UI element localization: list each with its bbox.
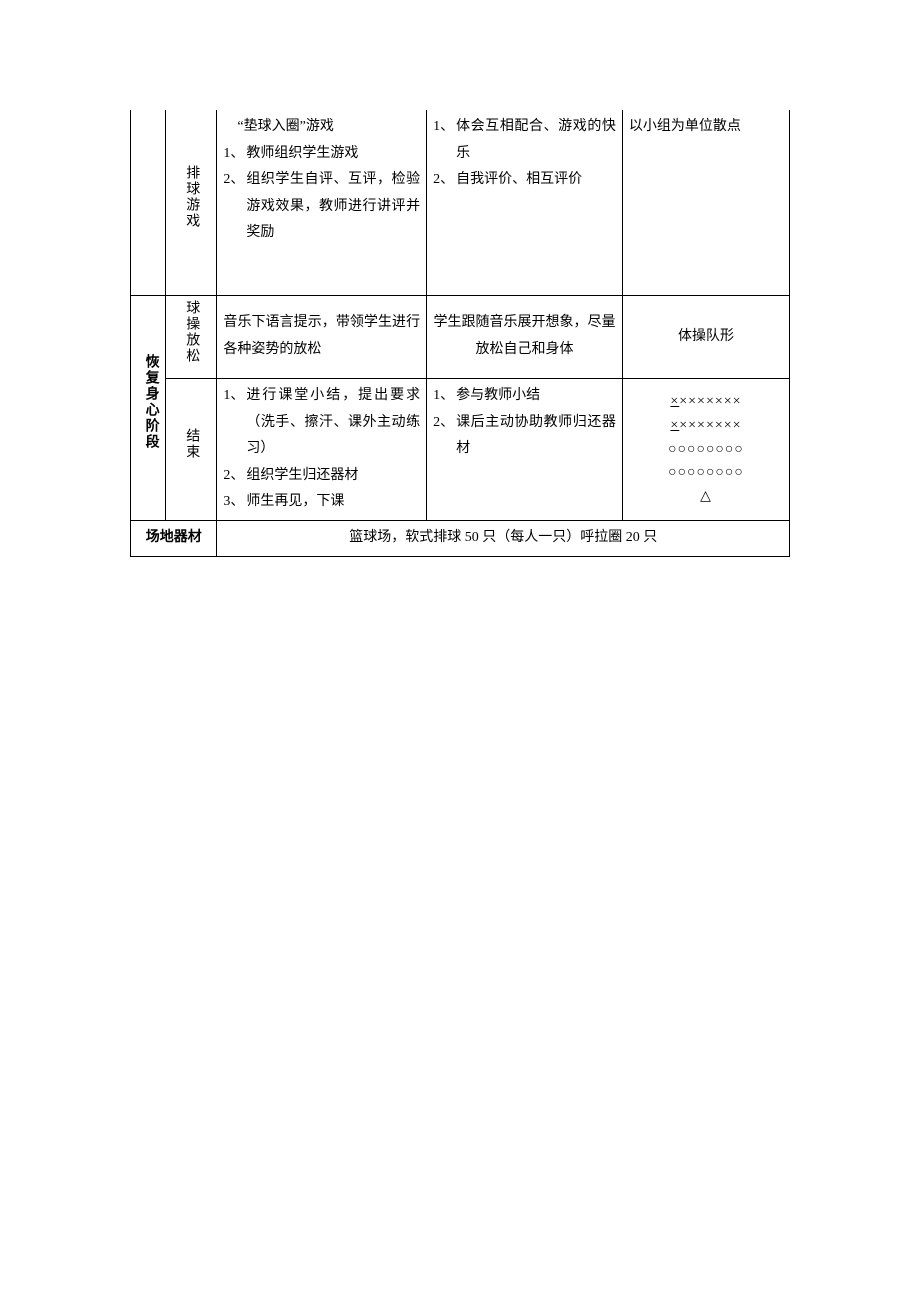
list-text: 组织学生归还器材 xyxy=(246,463,420,490)
list-text: 课后主动协助教师归还器材 xyxy=(456,410,616,463)
stage-cell: 恢复身心阶段 xyxy=(131,295,166,521)
formation-cell: ×××××××× ×××××××× ○○○○○○○○ ○○○○○○○○ △ xyxy=(622,379,789,521)
formation-line: ×××××××× xyxy=(629,414,783,438)
formation-text: 以小组为单位散点 xyxy=(629,119,741,134)
list-text: 组织学生自评、互评，检验游戏效果，教师进行讲评并奖励 xyxy=(246,167,420,247)
table-row: 结束 1、 进行课堂小结，提出要求（洗手、擦汗、课外主动练习） 2、 组织学生归… xyxy=(131,379,790,521)
list-text: 参与教师小结 xyxy=(456,383,616,410)
formation-cell: 以小组为单位散点 xyxy=(622,110,789,295)
formation-text: 体操队形 xyxy=(678,329,734,344)
content-label: 球操放松 xyxy=(178,300,205,364)
list-text: 体会互相配合、游戏的快乐 xyxy=(456,114,616,167)
formation-line: ○○○○○○○○ xyxy=(629,461,783,485)
list-text: 师生再见，下课 xyxy=(246,489,420,516)
lesson-plan-table: 排球游戏 “垫球入圈”游戏 1、 教师组织学生游戏 2、 组织学生自评、互评，检… xyxy=(130,110,790,557)
list-num: 1、 xyxy=(433,383,454,410)
formation-line: ×××××××× xyxy=(629,390,783,414)
equipment-label-cell: 场地器材 xyxy=(131,521,217,557)
table-row: 排球游戏 “垫球入圈”游戏 1、 教师组织学生游戏 2、 组织学生自评、互评，检… xyxy=(131,110,790,295)
student-cell: 学生跟随音乐展开想象，尽量放松自己和身体 xyxy=(427,295,623,379)
teacher-intro: “垫球入圈”游戏 xyxy=(223,114,420,141)
list-item: 2、 组织学生自评、互评，检验游戏效果，教师进行讲评并奖励 xyxy=(223,167,420,247)
content-cell: 结束 xyxy=(165,379,217,521)
equipment-value: 篮球场，软式排球 50 只（每人一只）呼拉圈 20 只 xyxy=(349,530,657,545)
list-num: 1、 xyxy=(223,141,244,168)
list-text: 自我评价、相互评价 xyxy=(456,167,616,194)
table-row: 场地器材 篮球场，软式排球 50 只（每人一只）呼拉圈 20 只 xyxy=(131,521,790,557)
content-cell: 球操放松 xyxy=(165,295,217,379)
teacher-cell: 音乐下语言提示，带领学生进行各种姿势的放松 xyxy=(217,295,427,379)
list-item: 2、 组织学生归还器材 xyxy=(223,463,420,490)
formation-line: ○○○○○○○○ xyxy=(629,438,783,462)
content-label: 结束 xyxy=(178,428,205,460)
stage-label: 恢复身心阶段 xyxy=(137,354,164,450)
list-num: 1、 xyxy=(433,114,454,141)
content-label: 排球游戏 xyxy=(178,165,205,229)
list-num: 2、 xyxy=(433,167,454,194)
student-cell: 1、 体会互相配合、游戏的快乐 2、 自我评价、相互评价 xyxy=(427,110,623,295)
student-text: 学生跟随音乐展开想象，尽量放松自己和身体 xyxy=(434,315,616,357)
teacher-cell: “垫球入圈”游戏 1、 教师组织学生游戏 2、 组织学生自评、互评，检验游戏效果… xyxy=(217,110,427,295)
list-num: 2、 xyxy=(433,410,454,437)
list-text: 进行课堂小结，提出要求（洗手、擦汗、课外主动练习） xyxy=(246,383,420,463)
stage-cell-empty xyxy=(131,110,166,295)
list-item: 1、 教师组织学生游戏 xyxy=(223,141,420,168)
formation-line: △ xyxy=(629,485,783,509)
list-item: 1、 体会互相配合、游戏的快乐 xyxy=(433,114,616,167)
equipment-label: 场地器材 xyxy=(146,530,202,545)
list-item: 3、 师生再见，下课 xyxy=(223,489,420,516)
list-num: 1、 xyxy=(223,383,244,410)
list-text: 教师组织学生游戏 xyxy=(246,141,420,168)
table-row: 恢复身心阶段 球操放松 音乐下语言提示，带领学生进行各种姿势的放松 学生跟随音乐… xyxy=(131,295,790,379)
formation-cell: 体操队形 xyxy=(622,295,789,379)
list-num: 2、 xyxy=(223,463,244,490)
list-item: 1、 参与教师小结 xyxy=(433,383,616,410)
content-cell: 排球游戏 xyxy=(165,110,217,295)
list-num: 2、 xyxy=(223,167,244,194)
student-cell: 1、 参与教师小结 2、 课后主动协助教师归还器材 xyxy=(427,379,623,521)
teacher-text: 音乐下语言提示，带领学生进行各种姿势的放松 xyxy=(223,315,420,357)
list-item: 2、 自我评价、相互评价 xyxy=(433,167,616,194)
equipment-value-cell: 篮球场，软式排球 50 只（每人一只）呼拉圈 20 只 xyxy=(217,521,790,557)
list-item: 2、 课后主动协助教师归还器材 xyxy=(433,410,616,463)
list-num: 3、 xyxy=(223,489,244,516)
list-item: 1、 进行课堂小结，提出要求（洗手、擦汗、课外主动练习） xyxy=(223,383,420,463)
teacher-cell: 1、 进行课堂小结，提出要求（洗手、擦汗、课外主动练习） 2、 组织学生归还器材… xyxy=(217,379,427,521)
